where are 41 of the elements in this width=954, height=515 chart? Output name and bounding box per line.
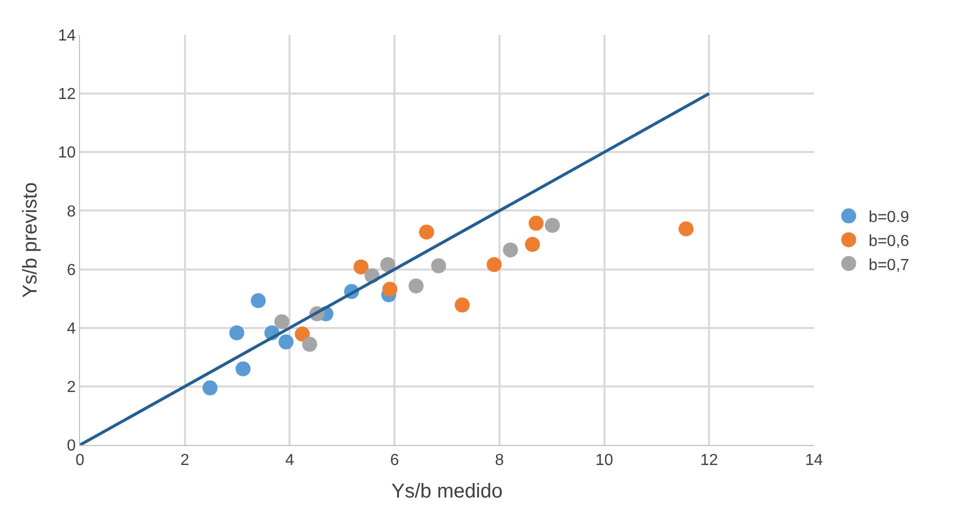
- point: [528, 216, 544, 231]
- y-tick-label: 10: [58, 144, 76, 162]
- point: [419, 224, 434, 240]
- point: [302, 336, 318, 352]
- point: [236, 361, 251, 376]
- x-tick-label: 10: [595, 452, 614, 470]
- point: [229, 325, 244, 340]
- point: [544, 218, 560, 233]
- y-tick-label: 14: [58, 28, 76, 45]
- point: [250, 293, 266, 308]
- point: [202, 380, 218, 396]
- y-tick-label: 12: [58, 86, 76, 104]
- point: [524, 236, 540, 252]
- point: [678, 221, 694, 236]
- point: [294, 326, 310, 342]
- x-tick-label: 4: [285, 452, 294, 470]
- legend-label: b=0,7: [868, 256, 910, 274]
- point: [354, 259, 369, 274]
- y-tick-label: 4: [66, 320, 76, 338]
- x-tick-label: 2: [180, 452, 190, 470]
- y-tick-label: 8: [66, 203, 76, 220]
- x-axis-title: Ys/b medido: [391, 480, 503, 503]
- point: [486, 257, 502, 272]
- point: [382, 282, 398, 297]
- point: [278, 334, 294, 350]
- x-tick-label: 12: [700, 452, 718, 470]
- point: [431, 258, 446, 274]
- point: [408, 278, 424, 294]
- y-tick-label: 2: [66, 379, 76, 396]
- legend-label: b=0,6: [868, 232, 910, 250]
- legend-label: b=0.9: [868, 209, 910, 226]
- point: [274, 314, 290, 330]
- x-tick-label: 14: [805, 452, 823, 470]
- point: [502, 242, 518, 258]
- y-tick-label: 6: [66, 262, 76, 279]
- point: [454, 298, 470, 313]
- y-axis-title: Ys/b previsto: [20, 182, 42, 298]
- point: [380, 257, 396, 272]
- y-tick-label: 0: [66, 438, 76, 455]
- x-tick-label: 8: [494, 452, 504, 470]
- x-tick-label: 6: [390, 452, 400, 470]
